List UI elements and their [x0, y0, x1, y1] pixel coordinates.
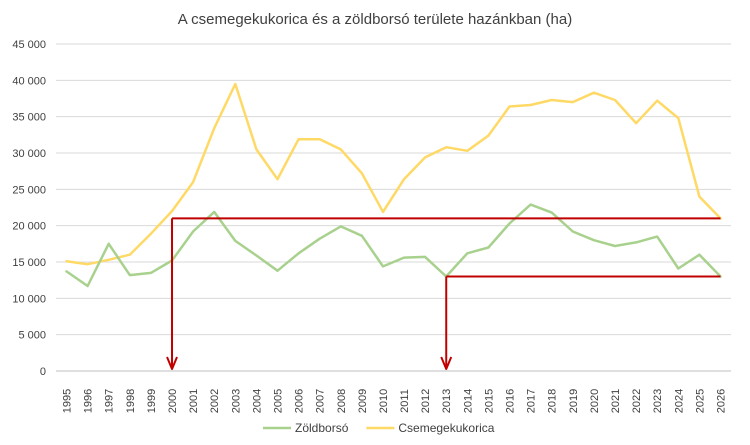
x-tick-label: 2007: [315, 389, 327, 413]
y-tick-label: 10 000: [12, 293, 46, 305]
x-tick-label: 1999: [146, 389, 158, 413]
arrowhead: [440, 356, 453, 370]
x-tick-label: 2022: [631, 389, 643, 413]
x-tick-label: 2013: [441, 389, 453, 413]
reference-annotations: [166, 217, 721, 370]
x-tick-label: 2025: [694, 389, 706, 413]
y-tick-label: 40 000: [12, 75, 46, 87]
x-tick-label: 2021: [610, 389, 622, 413]
x-tick-label: 1998: [125, 389, 137, 413]
x-tick-label: 2020: [589, 389, 601, 413]
x-tick-label: 2000: [167, 389, 179, 413]
legend-label: Zöldborsó: [295, 421, 349, 435]
x-tick-label: 1995: [62, 389, 74, 413]
grid-lines: [56, 43, 731, 336]
x-tick-label: 2010: [378, 389, 390, 413]
y-tick-label: 5 000: [18, 330, 46, 342]
x-tick-label: 2006: [294, 389, 306, 413]
x-tick-label: 2023: [652, 389, 664, 413]
x-tick-label: 2019: [568, 389, 580, 413]
x-tick-label: 1997: [104, 389, 116, 413]
x-tick-label: 2012: [420, 389, 432, 413]
y-tick-label: 30 000: [12, 148, 46, 160]
x-tick-label: 2004: [251, 389, 263, 413]
legend: Zöldborsó Csemegekukorica: [263, 421, 495, 435]
series-lines: [65, 82, 722, 288]
x-tick-label: 2003: [230, 389, 242, 413]
x-tick-label: 2026: [715, 389, 727, 413]
x-tick-label: 2024: [673, 389, 685, 413]
x-tick-label: 2001: [188, 389, 200, 413]
series-line-z-ldbors-: [65, 203, 722, 288]
chart-title: A csemegekukorica és a zöldborsó terület…: [178, 11, 572, 28]
x-tick-label: 1996: [83, 389, 95, 413]
legend-label: Csemegekukorica: [398, 421, 494, 435]
y-tick-label: 0: [40, 366, 46, 378]
x-axis-tick-labels: 1995 1996 1997 1998 1999 2000 2001 2002 2003 2004…: [62, 389, 728, 413]
x-tick-label: 2016: [505, 389, 517, 413]
x-tick-label: 2002: [209, 389, 221, 413]
y-tick-label: 45 000: [12, 39, 46, 51]
x-tick-label: 2015: [483, 389, 495, 413]
x-tick-label: 2009: [357, 389, 369, 413]
x-tick-label: 2018: [547, 389, 559, 413]
y-tick-label: 25 000: [12, 184, 46, 196]
arrowhead: [166, 356, 178, 370]
y-tick-label: 35 000: [12, 112, 46, 124]
x-tick-label: 2011: [399, 389, 411, 413]
x-tick-label: 2005: [272, 389, 284, 413]
x-tick-label: 2008: [336, 389, 348, 413]
y-axis-tick-labels: 0 5 000 10 000 15 000 20 000 25 000 30 000 35 0…: [12, 39, 46, 378]
x-tick-label: 2017: [526, 389, 538, 413]
series-line-csemegekukorica: [65, 82, 722, 266]
x-tick-label: 2014: [462, 389, 474, 413]
y-tick-label: 20 000: [12, 221, 46, 233]
y-tick-label: 15 000: [12, 257, 46, 269]
